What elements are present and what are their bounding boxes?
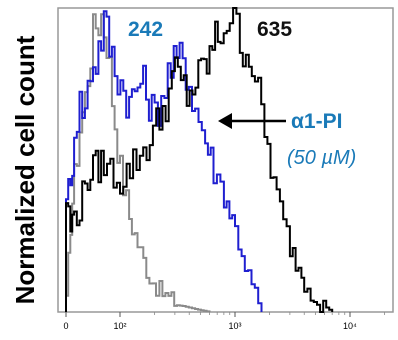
x-tick-label: 10² (113, 321, 126, 331)
drug-concentration-label: (50 µM) (287, 147, 356, 169)
control-histogram-line (65, 13, 211, 313)
drug-242-histogram-line (65, 10, 263, 312)
x-tick-label: 10⁴ (343, 321, 357, 331)
blue-series-value-label: 242 (128, 18, 163, 41)
drug-name-label: α1-PI (291, 110, 342, 133)
series-layer (65, 7, 334, 313)
black-series-value-label: 635 (257, 18, 292, 41)
x-axis-ticks: 010²10³10⁴10⁵ (63, 312, 386, 331)
drug-annotation-arrow (218, 113, 286, 129)
y-axis-label: Normalized cell count (10, 35, 40, 304)
x-tick-label: 0 (63, 321, 68, 331)
x-tick-label: 10³ (228, 321, 241, 331)
plot-frame (57, 7, 394, 313)
drug-635-histogram-line (65, 7, 334, 313)
